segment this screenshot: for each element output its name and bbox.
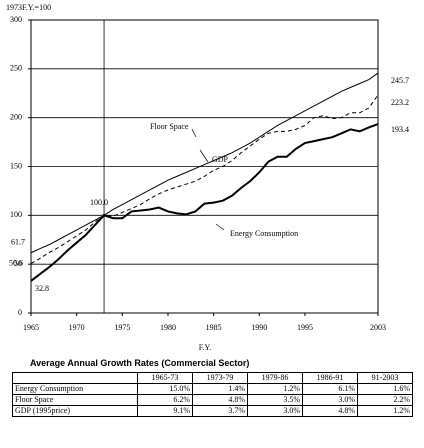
table-cell: 1.4% bbox=[192, 383, 248, 395]
callout-line bbox=[215, 223, 225, 231]
callout-line bbox=[191, 128, 197, 138]
table-row: GDP (1995price) 9.1% 3.7% 3.0% 4.8% 1.2% bbox=[12, 405, 413, 417]
table-cell: 4.8% bbox=[192, 394, 248, 406]
x-tick-label: 1965 bbox=[23, 323, 39, 332]
corner-cell bbox=[12, 372, 138, 384]
column-header: 1979-86 bbox=[247, 372, 303, 384]
y-tick-label: 100 bbox=[10, 210, 22, 219]
data-label: 100.0 bbox=[90, 198, 108, 207]
column-header: 1986-91 bbox=[302, 372, 358, 384]
x-tick-label: 1970 bbox=[69, 323, 85, 332]
row-header: Energy Consumption bbox=[12, 383, 138, 395]
x-tick-label: 2003 bbox=[370, 323, 386, 332]
table-row: Floor Space 6.2% 4.8% 3.5% 3.0% 2.2% bbox=[12, 394, 413, 406]
x-tick-label: 1990 bbox=[251, 323, 267, 332]
table-cell: 3.0% bbox=[302, 394, 358, 406]
row-header: GDP (1995price) bbox=[12, 405, 138, 417]
data-label: 193.4 bbox=[391, 125, 409, 134]
table-cell: 9.1% bbox=[137, 405, 193, 417]
column-header: 1973-79 bbox=[192, 372, 248, 384]
table-cell: 1.2% bbox=[247, 383, 303, 395]
y-tick-label: 150 bbox=[10, 161, 22, 170]
table-cell: 6.1% bbox=[302, 383, 358, 395]
x-axis-label: F.Y. bbox=[199, 343, 212, 352]
series-line bbox=[30, 72, 379, 254]
table-cell: 1.2% bbox=[357, 405, 413, 417]
row-header: Floor Space bbox=[12, 394, 138, 406]
table-cell: 3.0% bbox=[247, 405, 303, 417]
table-cell: 6.2% bbox=[137, 394, 193, 406]
column-header: 91-2003 bbox=[357, 372, 413, 384]
table-cell: 3.7% bbox=[192, 405, 248, 417]
header-row: 1965-73 1973-79 1979-86 1986-91 91-2003 bbox=[12, 372, 413, 384]
y-axis-label: 1973F.Y.=100 bbox=[6, 3, 51, 12]
series-line bbox=[30, 94, 379, 265]
legend-label: GDP bbox=[212, 155, 229, 164]
chart: 1973F.Y.=100 F.Y. 0 50 100 150 200 250 300 1965… bbox=[6, 3, 409, 352]
table-cell: 2.2% bbox=[357, 394, 413, 406]
data-label: 223.2 bbox=[391, 98, 409, 107]
y-tick-label: 200 bbox=[10, 112, 22, 121]
callout-line bbox=[199, 149, 209, 163]
growth-table: Average Annual Growth Rates (Commercial … bbox=[0, 358, 424, 417]
table: 1965-73 1973-79 1979-86 1986-91 91-2003 Energ… bbox=[12, 372, 413, 417]
data-label: 32.8 bbox=[35, 284, 49, 293]
series-line bbox=[30, 123, 379, 282]
x-tick-label: 1985 bbox=[206, 323, 222, 332]
label-point bbox=[102, 213, 106, 217]
data-label: 245.7 bbox=[391, 76, 409, 85]
table-row: Energy Consumption 15.0% 1.4% 1.2% 6.1% 1.6% bbox=[12, 383, 413, 395]
x-tick-label: 1975 bbox=[114, 323, 130, 332]
y-tick-label: 250 bbox=[10, 64, 22, 73]
y-tick-label: 50 bbox=[14, 259, 22, 268]
table-cell: 15.0% bbox=[137, 383, 193, 395]
data-label: 50.6 bbox=[9, 258, 23, 267]
table-cell: 1.6% bbox=[357, 383, 413, 395]
legend-label: Energy Consumption bbox=[230, 229, 298, 238]
column-header: 1965-73 bbox=[137, 372, 193, 384]
table-cell: 4.8% bbox=[302, 405, 358, 417]
legend-label: Floor Space bbox=[150, 122, 189, 131]
table-title: Average Annual Growth Rates (Commercial … bbox=[30, 358, 250, 368]
y-tick-label: 300 bbox=[10, 15, 22, 24]
table-cell: 3.5% bbox=[247, 394, 303, 406]
y-tick-label: 0 bbox=[18, 308, 22, 317]
x-tick-label: 1980 bbox=[160, 323, 176, 332]
data-label: 61.7 bbox=[11, 238, 25, 247]
x-tick-label: 1995 bbox=[297, 323, 313, 332]
